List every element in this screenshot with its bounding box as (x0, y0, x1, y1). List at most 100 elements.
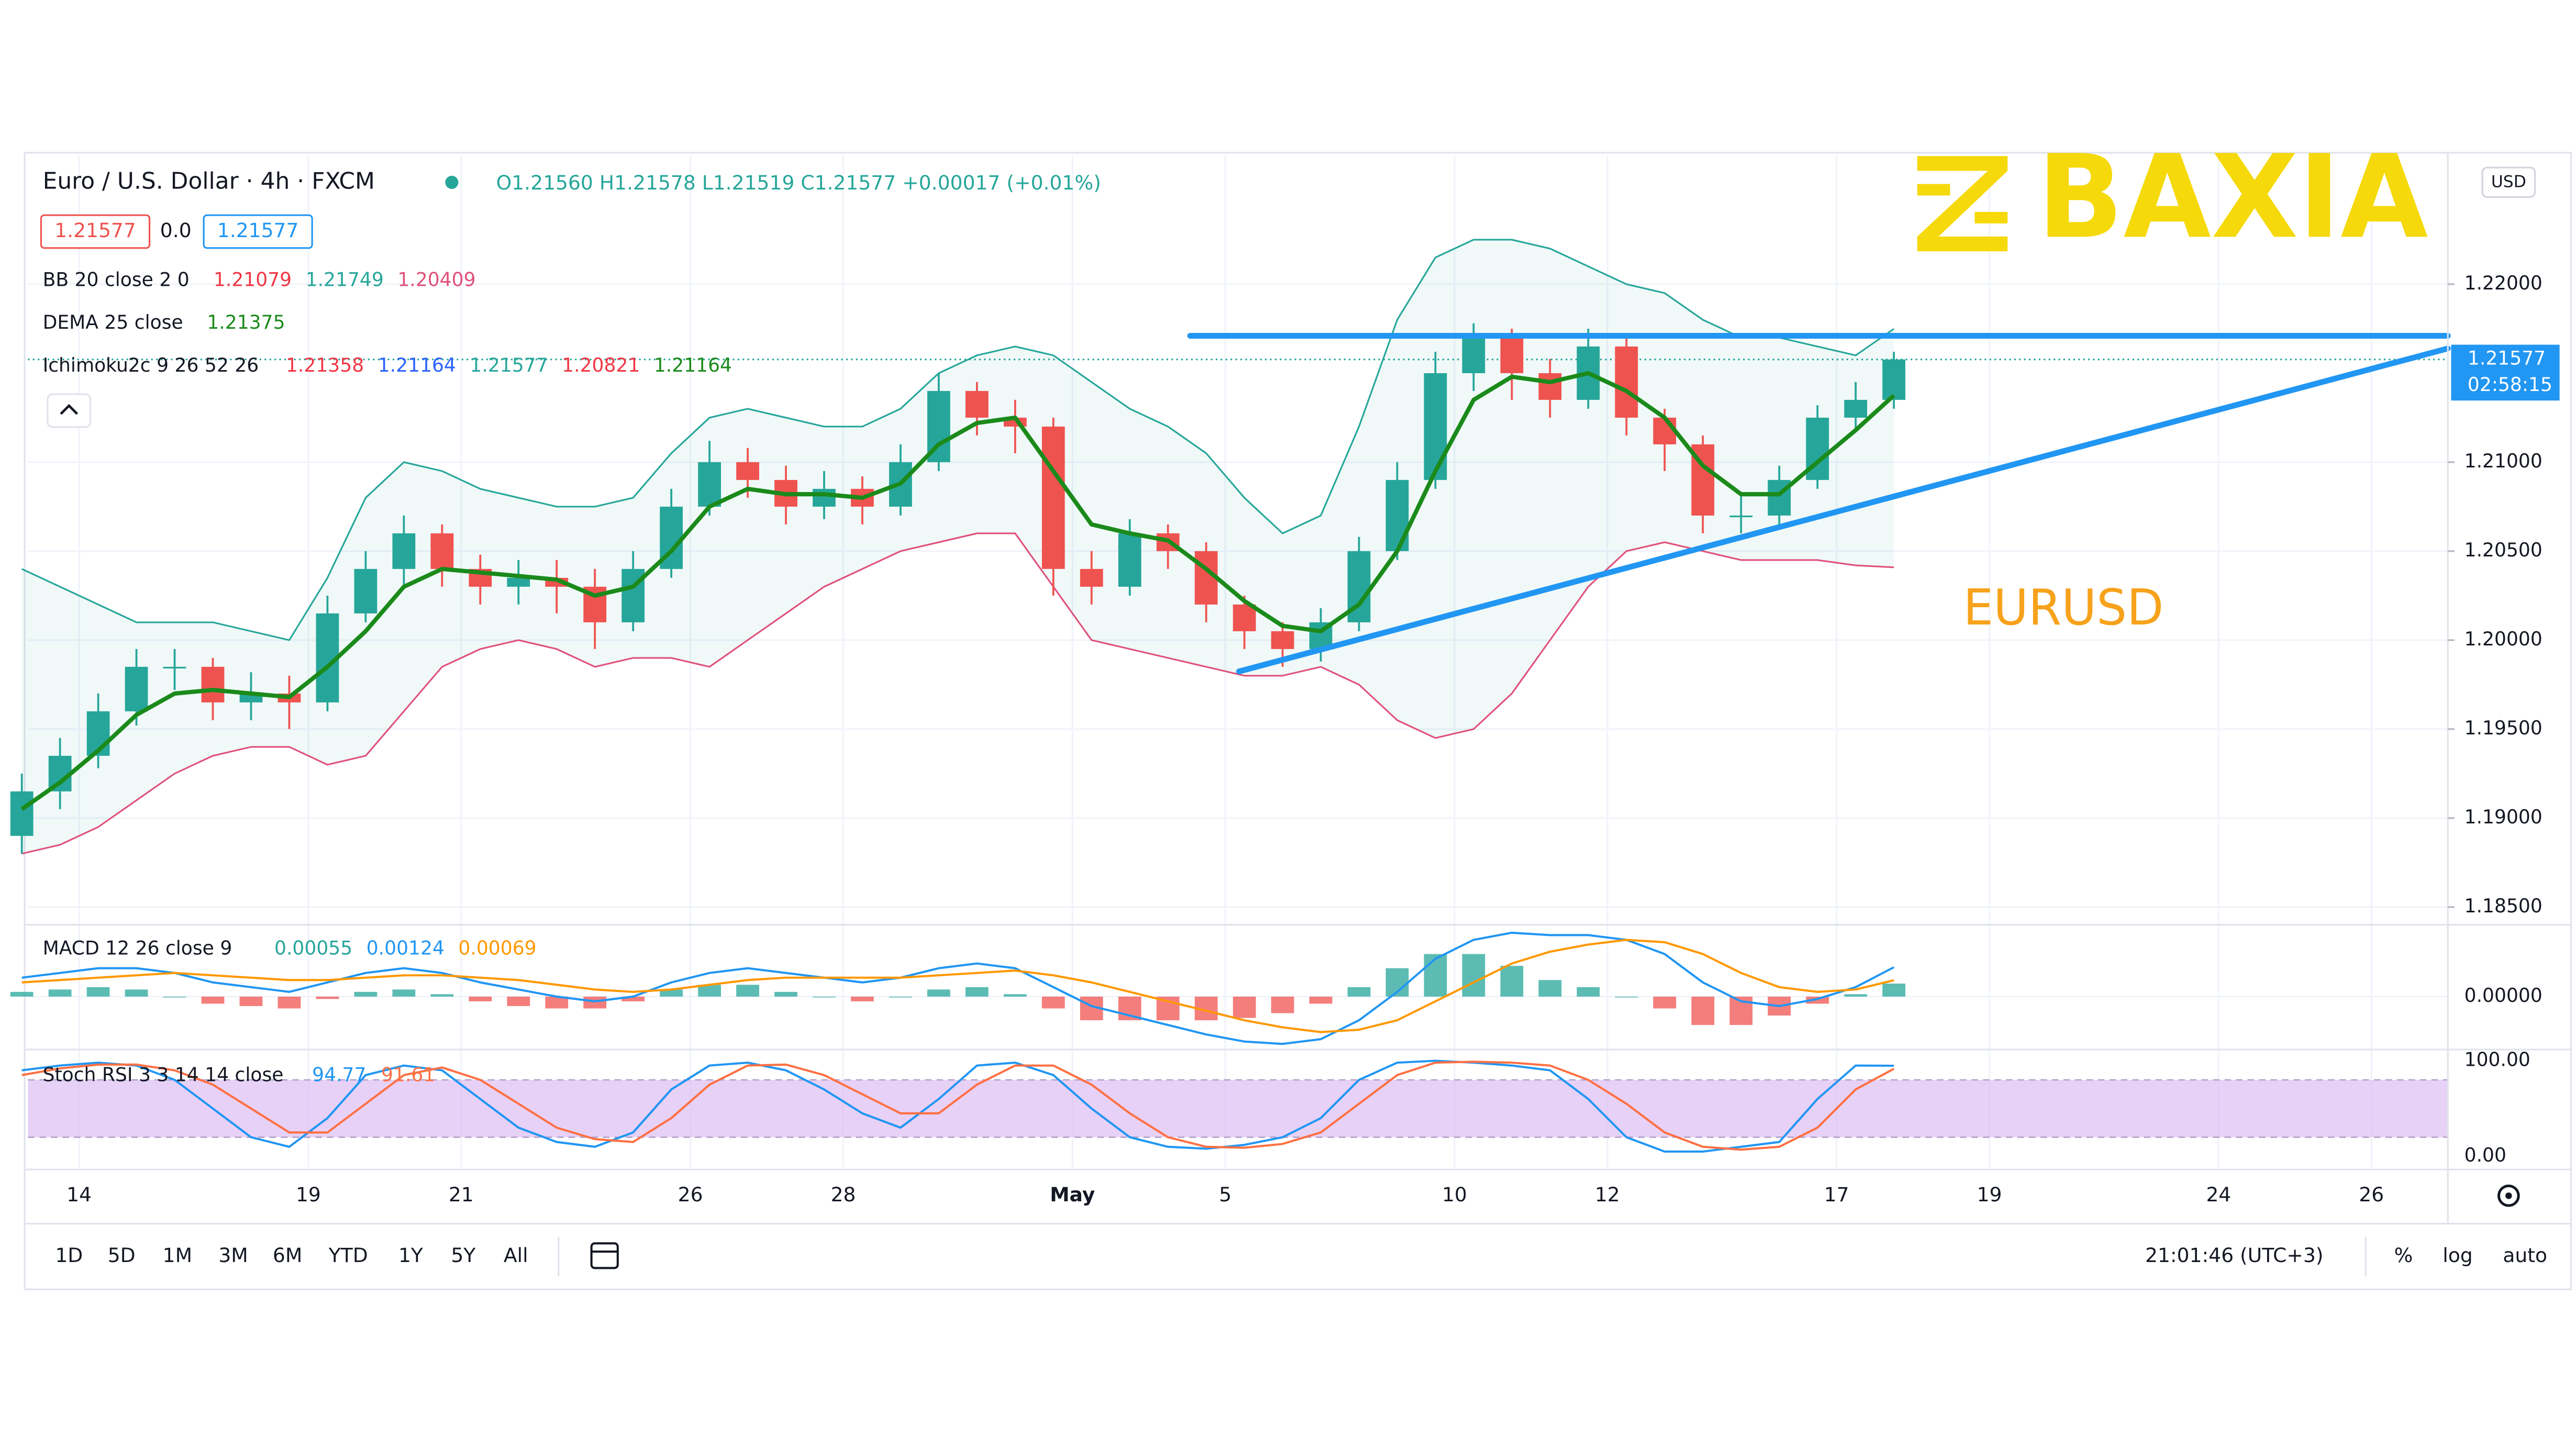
x-tick-label: 19 (1977, 1183, 2002, 1206)
market-status-dot (445, 175, 459, 189)
symbol-title[interactable]: Euro / U.S. Dollar · 4h · FXCM (43, 168, 375, 194)
indicator-value: 0.00055 (274, 937, 352, 959)
indicator-value: 91.61 (381, 1064, 435, 1086)
macd-histogram-bar (1576, 987, 1600, 997)
candle-body (392, 533, 416, 569)
indicator-value: 1.21358 (286, 354, 364, 376)
indicator-value: 1.21375 (207, 311, 285, 333)
macd-histogram-bar (507, 996, 530, 1006)
candle-body (1882, 359, 1906, 400)
candle-body (10, 791, 34, 836)
last-price-tag (2451, 344, 2560, 401)
range-button[interactable]: 5Y (451, 1244, 476, 1267)
range-button[interactable]: 6M (273, 1244, 302, 1267)
x-tick-label: 5 (1219, 1183, 1231, 1206)
macd-histogram-bar (1424, 954, 1447, 997)
axes: 14 19 21 26 28 May 5 10 12 17 19 24 26 1.18500 1.19000… (66, 272, 2560, 1206)
macd-histogram-bar (545, 996, 569, 1009)
indicator-value: 1.21164 (654, 354, 732, 376)
candle-body (1844, 399, 1868, 418)
macd-line (21, 931, 1895, 1045)
indicator-label[interactable]: BB 20 close 2 0 (43, 269, 190, 291)
range-button[interactable]: All (504, 1244, 528, 1267)
clock[interactable]: 21:01:46 (UTC+3) (2145, 1244, 2324, 1267)
y-tick-label: 0.00 (2464, 1144, 2506, 1166)
bollinger-upper (21, 239, 1895, 641)
macd-histogram-bar (277, 996, 301, 1009)
candle-body (1041, 426, 1065, 569)
macd-histogram-bar (201, 996, 225, 1004)
macd-histogram-bar (1538, 980, 1562, 997)
macd-histogram-bar (1806, 996, 1829, 1004)
macd-histogram-bar (430, 994, 454, 997)
indicator-value: 94.77 (312, 1064, 366, 1086)
range-button[interactable]: 1D (55, 1244, 83, 1267)
collapse-button[interactable] (47, 393, 92, 428)
y-tick-label: 100.00 (2464, 1048, 2530, 1070)
indicator-label[interactable]: Stoch RSI 3 3 14 14 close (43, 1064, 284, 1086)
candle-body (507, 577, 530, 587)
candle-body (1080, 568, 1103, 587)
stoch-d-line (21, 1061, 1895, 1151)
candle-body (1653, 417, 1676, 444)
stoch-band (28, 1079, 2448, 1137)
range-button[interactable]: 5D (108, 1244, 136, 1267)
logo-icon (1917, 156, 2008, 252)
date-range-icon[interactable] (590, 1242, 619, 1269)
range-button[interactable]: 3M (218, 1244, 248, 1267)
x-tick-label: 28 (831, 1183, 856, 1206)
indicator-value: 1.21749 (306, 269, 384, 291)
currency-badge[interactable] (2481, 166, 2536, 198)
range-button[interactable]: YTD (328, 1244, 368, 1267)
indicator-label[interactable]: MACD 12 26 close 9 (43, 937, 232, 959)
macd-histogram-bar (621, 996, 645, 1001)
indicator-value: 1.20821 (562, 354, 640, 376)
indicator-value: 0.00124 (367, 937, 445, 959)
macd-histogram-bar (1462, 954, 1485, 997)
x-tick-label: 14 (66, 1183, 92, 1206)
macd-histogram-bar (965, 987, 989, 997)
indicator-values: 1.21358 1.21164 1.21577 1.20821 1.21164 (286, 354, 732, 376)
countdown: 02:58:15 (2468, 374, 2552, 396)
indicator-label[interactable]: Ichimoku2c 9 26 52 26 (43, 354, 259, 376)
macd-histogram-bar (316, 996, 339, 999)
candle-body (1538, 373, 1562, 400)
x-tick-label: 21 (449, 1183, 474, 1206)
macd-histogram-bar (1653, 996, 1676, 1009)
plot (10, 239, 2451, 1153)
last-price-label: 1.21577 (2468, 348, 2546, 370)
scale-option[interactable]: log (2442, 1244, 2472, 1267)
x-tick-label: 10 (1442, 1183, 1467, 1206)
range-button[interactable]: 1Y (398, 1244, 424, 1267)
candle-body (1615, 346, 1638, 418)
candle-body (736, 462, 759, 480)
x-tick-label: May (1050, 1183, 1095, 1206)
candle-body (1462, 337, 1485, 373)
stoch-k-line (21, 1059, 1894, 1153)
y-tick-label: 1.21000 (2464, 450, 2542, 472)
currency-label[interactable]: USD (2491, 172, 2526, 191)
sell-box[interactable] (40, 214, 151, 249)
x-tick-label: 26 (2359, 1183, 2384, 1206)
scale-option[interactable]: auto (2503, 1244, 2547, 1267)
macd-histogram-bar (583, 996, 607, 1009)
macd-histogram-bar (927, 989, 950, 997)
range-button[interactable]: 1M (163, 1244, 192, 1267)
indicator-label[interactable]: DEMA 25 close (43, 311, 183, 333)
macd-histogram-bar (163, 996, 186, 998)
trendline (1236, 345, 2451, 675)
y-tick-label: 1.19500 (2464, 717, 2542, 739)
buy-box[interactable] (203, 214, 313, 249)
ohlc-values: O1.21560 H1.21578 L1.21519 C1.21577 +0.0… (496, 171, 1101, 194)
indicator-value: 1.21164 (378, 354, 456, 376)
chevron-icon (60, 404, 79, 415)
y-tick-label: 1.20000 (2464, 628, 2542, 650)
bid-price[interactable]: 1.21577 (54, 219, 136, 242)
candle-body (125, 666, 148, 711)
ask-price[interactable]: 1.21577 (217, 219, 299, 242)
indicator-value: 1.20409 (397, 269, 475, 291)
x-tick-label: 19 (296, 1183, 321, 1206)
scale-option[interactable]: % (2394, 1244, 2413, 1267)
settings-icon[interactable] (2497, 1185, 2520, 1207)
